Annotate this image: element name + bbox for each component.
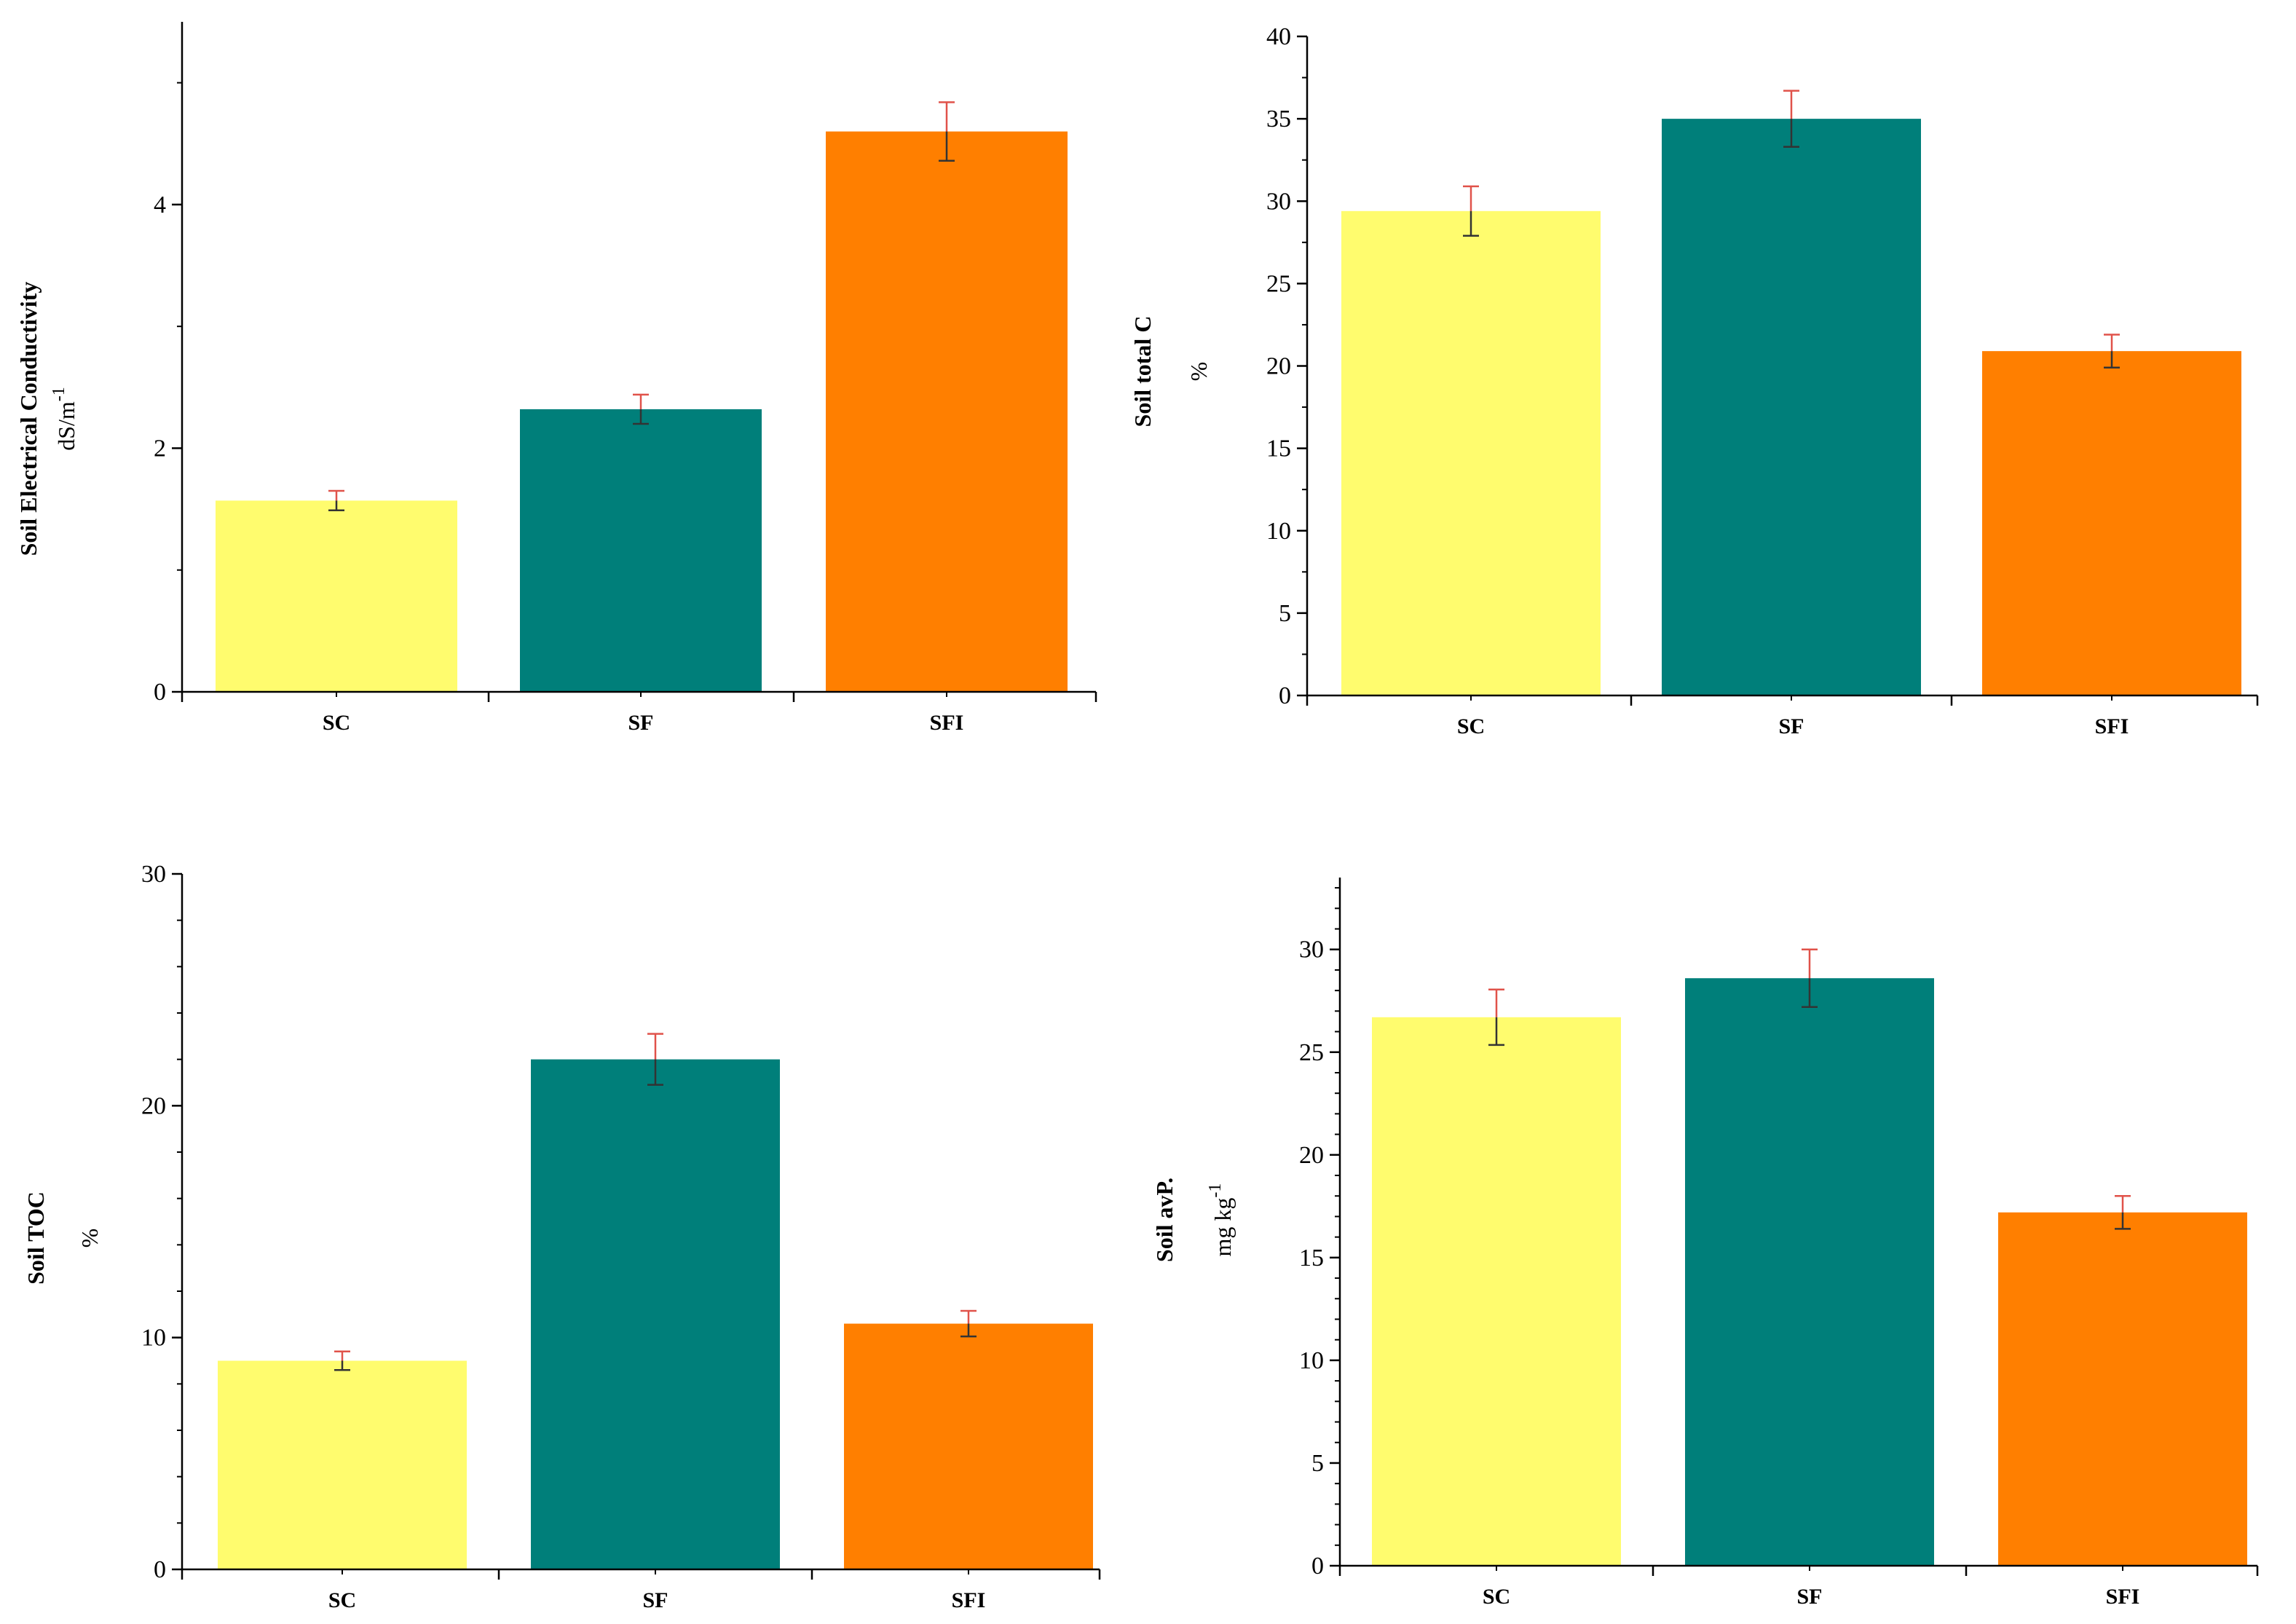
y-axis-unit-base: dS/m [53,401,79,451]
y-tick-label: 35 [1266,106,1291,133]
y-axis-unit: % [1186,362,1212,382]
y-tick-label: 10 [141,1325,166,1352]
x-tick-label-sf: SF [628,711,653,735]
x-tick-label-sc: SC [1483,1585,1510,1609]
y-tick-label: 20 [1266,353,1291,380]
x-tick-label-sfi: SFI [952,1588,986,1612]
y-axis-unit: % [76,1229,103,1248]
bar-sf [531,1059,780,1569]
y-axis-unit: mg kg-1 [1206,1183,1236,1257]
bar-sfi [1982,351,2241,695]
x-tick-label-sfi: SFI [930,711,964,735]
y-tick-label: 30 [141,861,166,888]
y-tick-label: 10 [1266,518,1291,545]
bar-sfi [844,1323,1093,1569]
y-tick-label: 30 [1266,188,1291,215]
y-tick-label: 25 [1266,270,1291,297]
y-tick-label: 0 [154,1556,166,1583]
y-axis-unit-superscript: -1 [1206,1183,1225,1198]
x-tick-label-sfi: SFI [2106,1585,2140,1609]
y-tick-label: 20 [1299,1142,1324,1169]
y-tick-label: 2 [154,435,166,462]
y-tick-label: 4 [154,192,166,218]
panel-3: 0 10 20 30 SC SF SFI Soil TOC% [23,861,1101,1612]
panel-4: 0 5 10 15 20 25 30 SC SF SFI Soil avP. mg kg-1 [1151,878,2259,1609]
x-tick-label-sc: SC [1457,714,1485,738]
bar-sfi [826,131,1068,692]
y-axis-unit: dS/m-1 [50,387,79,451]
y-tick-label: 0 [1311,1553,1324,1580]
y-axis-label: Soil TOC [23,1191,49,1285]
y-axis-unit-superscript: -1 [50,387,68,401]
x-tick-label-sfi: SFI [2095,714,2129,738]
bar-sc [216,500,457,692]
y-tick-label: 40 [1266,23,1291,50]
bar-sf [520,409,762,692]
bar-sc [218,1360,467,1569]
bar-sc [1341,210,1601,695]
y-tick-label: 0 [1279,682,1291,709]
y-axis-unit-base: mg kg [1210,1198,1236,1257]
y-tick-label: 15 [1266,435,1291,462]
y-tick-label: 15 [1299,1245,1324,1272]
y-axis-label: Soil total C [1129,316,1156,427]
y-axis-label: Soil avP. [1151,1178,1177,1262]
bar-sf [1685,978,1934,1566]
y-tick-label: 0 [154,679,166,706]
y-tick-label: 25 [1299,1039,1324,1066]
x-tick-label-sf: SF [1796,1585,1822,1609]
x-tick-label-sc: SC [323,711,350,735]
panel-2: 0 5 10 15 20 25 30 35 40 SC SF SFI Soil total C% [1129,23,2259,738]
bar-sc [1372,1017,1621,1566]
bar-sfi [1998,1212,2247,1566]
x-tick-label-sc: SC [328,1588,356,1612]
x-tick-label-sf: SF [642,1588,668,1612]
x-tick-label-sf: SF [1778,714,1804,738]
y-axis-unit-base: % [1186,362,1212,382]
y-tick-label: 30 [1299,937,1324,963]
y-tick-label: 5 [1311,1450,1324,1477]
y-tick-label: 20 [141,1092,166,1119]
y-axis-label: Soil Electrical Conductivity [15,282,42,556]
bar-sf [1662,119,1921,695]
y-tick-label: 10 [1299,1347,1324,1374]
panel-1: 0 2 4 SC SF SFI Soil Electrical Conductivity dS… [15,22,1097,735]
y-axis-unit-base: % [76,1229,103,1248]
y-tick-label: 5 [1279,600,1291,627]
